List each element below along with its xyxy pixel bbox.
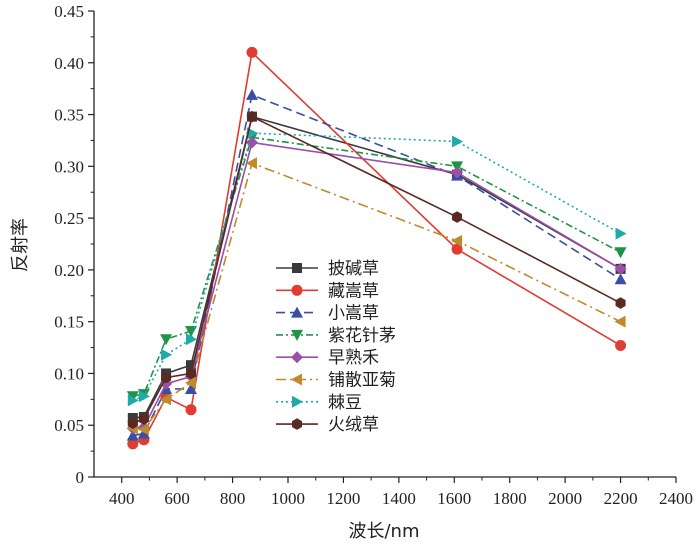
data-point	[615, 297, 626, 309]
series-layer	[126, 46, 627, 450]
x-tick-label: 1800	[493, 489, 527, 508]
data-point	[127, 394, 139, 407]
legend-marker	[291, 284, 303, 296]
legend-marker	[291, 306, 303, 318]
series-8	[127, 110, 626, 429]
data-point	[161, 371, 172, 384]
data-point	[246, 127, 258, 140]
legend-item-5: 早熟禾	[276, 347, 379, 368]
legend-marker	[291, 418, 303, 430]
legend-marker	[291, 373, 302, 386]
legend-label: 早熟禾	[328, 347, 379, 368]
data-point	[185, 382, 197, 394]
series-6	[126, 157, 626, 436]
y-tick-label: 0.35	[54, 106, 84, 125]
data-point	[186, 333, 197, 346]
y-tick-label: 0.15	[54, 313, 84, 332]
legend-label: 藏嵩草	[328, 281, 379, 301]
data-point	[451, 234, 463, 247]
x-tick-label: 1600	[437, 489, 471, 508]
data-point	[185, 376, 196, 389]
series-7	[127, 127, 627, 407]
data-point	[246, 46, 258, 58]
legend-item-7: 棘豆	[276, 393, 362, 413]
data-point	[614, 273, 627, 285]
axes-layer: 0 0.05 0.10 0.15 0.20 0.25 0.30 0.35 0.40 0.45 400…	[54, 2, 693, 508]
legend-item-3: 小嵩草	[276, 304, 379, 324]
data-point	[185, 404, 197, 416]
legend-item-2: 藏嵩草	[276, 281, 379, 301]
data-point	[160, 334, 173, 346]
data-point	[161, 348, 173, 361]
data-point	[614, 315, 626, 328]
data-point	[615, 339, 627, 351]
data-point	[185, 367, 197, 380]
data-point	[126, 391, 139, 403]
data-point	[614, 262, 627, 275]
x-tick-label: 1000	[271, 489, 305, 508]
legend-label: 棘豆	[328, 393, 362, 413]
data-point	[160, 393, 172, 406]
x-tick-label: 400	[109, 489, 135, 508]
x-tick-label: 2200	[604, 489, 638, 508]
legend-item-4: 紫花针茅	[276, 326, 396, 346]
data-point	[245, 157, 257, 170]
legend-marker	[291, 329, 303, 341]
y-tick-label: 0.05	[54, 416, 84, 435]
legend-label: 紫花针茅	[328, 326, 396, 346]
data-point	[138, 413, 149, 425]
data-point	[127, 438, 139, 450]
data-point	[127, 417, 138, 429]
legend-item-8: 火绒草	[276, 415, 379, 435]
data-point	[451, 166, 464, 179]
data-point	[614, 247, 627, 259]
legend-label: 火绒草	[328, 415, 379, 435]
data-point	[185, 325, 197, 337]
x-axis-label: 波长/nm	[348, 521, 419, 542]
legend-marker	[292, 263, 302, 273]
x-tick-label: 1200	[326, 489, 360, 508]
x-tick-label: 2400	[659, 489, 693, 508]
y-tick-label: 0.40	[54, 54, 84, 73]
data-point	[246, 110, 257, 123]
y-tick-label: 0.45	[54, 2, 84, 21]
data-point	[451, 243, 463, 255]
data-point	[452, 135, 464, 148]
legend-marker	[292, 395, 303, 408]
y-tick-label: 0.20	[54, 261, 84, 280]
data-point	[126, 429, 139, 441]
data-point	[137, 423, 149, 436]
y-tick-label: 0	[76, 468, 85, 487]
x-tick-label: 600	[164, 489, 190, 508]
legend-label: 披碱草	[328, 259, 379, 279]
data-point	[138, 390, 150, 403]
data-point	[452, 211, 463, 223]
x-tick-label: 2000	[548, 489, 582, 508]
data-point	[615, 227, 627, 240]
y-axis-label: 反射率	[10, 218, 31, 272]
data-point	[245, 88, 258, 100]
y-tick-label: 0.30	[54, 157, 84, 176]
legend-item-1: 披碱草	[276, 259, 379, 279]
y-tick-label: 0.10	[54, 364, 84, 383]
legend-marker	[291, 351, 303, 364]
legend-label: 小嵩草	[328, 304, 379, 324]
x-tick-label: 800	[220, 489, 246, 508]
x-tick-label: 1400	[382, 489, 416, 508]
data-point	[186, 360, 196, 371]
legend-item-6: 铺散亚菊	[276, 371, 396, 391]
y-tick-label: 0.25	[54, 209, 84, 228]
legend-label: 铺散亚菊	[328, 371, 396, 391]
